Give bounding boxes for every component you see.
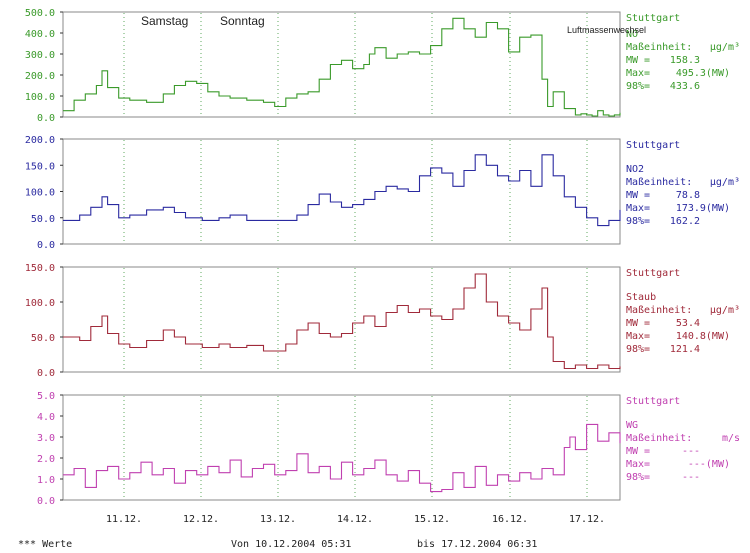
legend-name: Staub [626,292,656,303]
y-tick-label: 3.0 [37,433,55,444]
legend-location: Stuttgart [626,396,680,407]
plot-frame [62,11,621,118]
legend-max: 173.9(MW) [676,203,730,214]
x-tick-label: 13.12. [260,514,296,525]
x-tick-label: 17.12. [569,514,605,525]
panel-1: 200.0 150.0 100.0 50.0 0.0 Stuttgart NO2 Maßein… [25,135,740,251]
y-tick-label: 5.0 [37,391,55,402]
y-tick-label: 100.0 [25,92,55,103]
legend-max: 140.8(MW) [676,331,730,342]
legend-p98-label: 98%= [626,81,650,92]
y-tick-label: 4.0 [37,412,55,423]
series-line [63,17,621,117]
y-tick-label: 0.0 [37,368,55,379]
x-tick-labels: 11.12. 12.12. 13.12. 14.12. 15.12. 16.12. 17.1… [106,514,605,525]
legend-p98-label: 98%= [626,344,650,355]
legend-max-label: Max= [626,331,650,342]
panel-0: 500.0 400.0 300.0 200.0 100.0 0.0 Stuttgart NO M… [25,8,740,124]
y-tick-label: 200.0 [25,135,55,146]
y-tick-label: 0.0 [37,496,55,507]
legend-mw: 53.4 [676,318,700,329]
legend-name: NO [626,29,638,40]
plot-frame [62,266,621,373]
legend-location: Stuttgart [626,268,680,279]
y-tick-label: 100.0 [25,298,55,309]
y-tick-label: 1.0 [37,475,55,486]
legend-max: ---(MW) [688,459,730,470]
x-tick-label: 16.12. [492,514,528,525]
legend-unit-label: Maßeinheit: [626,42,692,53]
footer-to: bis 17.12.2004 06:31 [417,539,537,550]
legend-mw-label: MW = [626,55,650,66]
legend-mw-label: MW = [626,190,650,201]
plot-frame [62,138,621,245]
legend-unit: µg/m³ [710,305,740,316]
legend-location: Stuttgart [626,140,680,151]
legend-unit-label: Maßeinheit: [626,433,692,444]
legend-unit: µg/m³ [710,42,740,53]
x-tick-label: 15.12. [414,514,450,525]
y-tick-label: 2.0 [37,454,55,465]
legend-location: Stuttgart [626,13,680,24]
legend-mw: --- [682,446,700,457]
series-line [63,423,621,493]
y-tick-label: 50.0 [31,333,55,344]
y-tick-label: 500.0 [25,8,55,19]
panel-2: 150.0 100.0 50.0 0.0 Stuttgart Staub Maßeinhei… [25,263,740,379]
legend-mw: 158.3 [670,55,700,66]
y-tick-label: 150.0 [25,161,55,172]
legend-name: NO2 [626,164,644,175]
legend-p98: 433.6 [670,81,700,92]
legend-name: WG [626,420,638,431]
legend-p98: 162.2 [670,216,700,227]
legend-mw: 78.8 [676,190,700,201]
footer-from: Von 10.12.2004 05:31 [231,539,351,550]
legend-mw-label: MW = [626,318,650,329]
y-tick-label: 200.0 [25,71,55,82]
y-tick-label: 400.0 [25,29,55,40]
legend-unit-label: Maßeinheit: [626,177,692,188]
legend-p98: 121.4 [670,344,700,355]
legend-max-label: Max= [626,68,650,79]
annotation-sonntag: Sonntag [220,14,265,28]
x-tick-label: 11.12. [106,514,142,525]
series-line [63,154,621,227]
legend-p98: --- [682,472,700,483]
y-tick-label: 300.0 [25,50,55,61]
series-line [63,273,621,370]
legend-p98-label: 98%= [626,472,650,483]
y-tick-label: 150.0 [25,263,55,274]
panels: 500.0 400.0 300.0 200.0 100.0 0.0 Stuttgart NO M… [25,8,740,507]
legend-unit-label: Maßeinheit: [626,305,692,316]
y-tick-label: 0.0 [37,113,55,124]
x-tick-label: 12.12. [183,514,219,525]
legend-p98-label: 98%= [626,216,650,227]
legend-mw-label: MW = [626,446,650,457]
legend-unit: m/s [722,433,740,444]
annotation-samstag: Samstag [141,14,188,28]
panel-3: 5.0 4.0 3.0 2.0 1.0 0.0 Stuttgart WG Maßeinheit:… [37,391,740,507]
x-tick-label: 14.12. [337,514,373,525]
y-tick-label: 0.0 [37,240,55,251]
legend-max-label: Max= [626,459,650,470]
footer-left: *** Werte [18,539,72,550]
legend-unit: µg/m³ [710,177,740,188]
legend-max-label: Max= [626,203,650,214]
y-tick-label: 50.0 [31,214,55,225]
plot-frame [62,394,621,501]
legend-max: 495.3(MW) [676,68,730,79]
annotation-luftmassenwechsel: Luftmassenwechsel [567,25,646,35]
y-tick-label: 100.0 [25,188,55,199]
